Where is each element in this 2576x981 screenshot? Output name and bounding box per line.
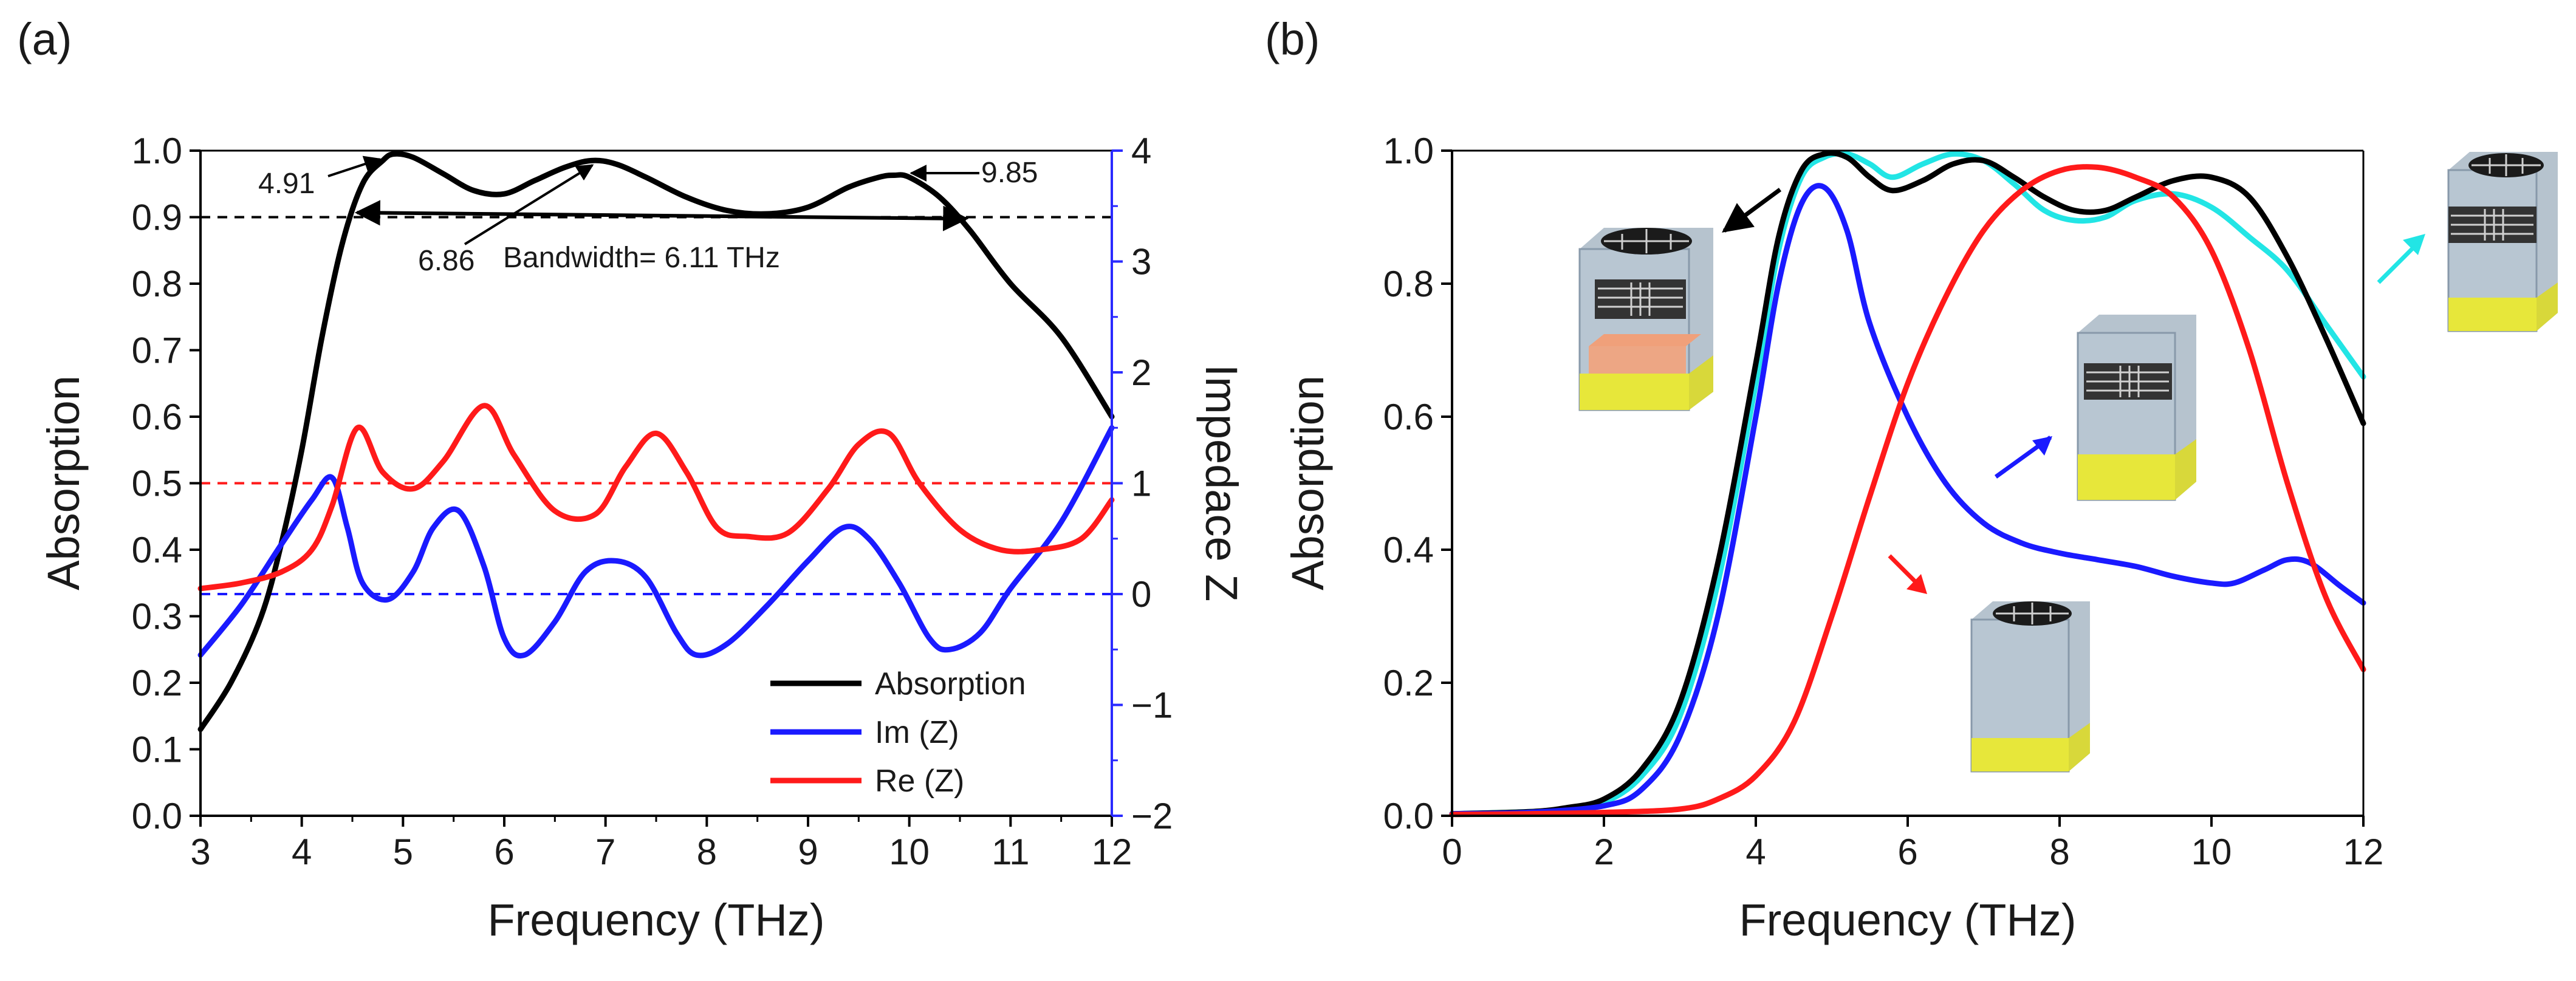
panel-b-y-tick-label-0: 0.0 <box>1383 796 1434 836</box>
panel-a-y-tick-label-4: 0.4 <box>132 530 182 570</box>
panel-a-y2-tick-label-0: −2 <box>1131 796 1173 836</box>
legend-label-im-z: Im (Z) <box>875 715 959 750</box>
panel-a-series-1 <box>197 425 1115 659</box>
unit-cell-ring-illustration <box>1970 601 2090 773</box>
panel-a-y-tick-label-5: 0.5 <box>132 463 182 504</box>
unit-cell-ring-grating-illustration <box>2077 315 2196 501</box>
panel-b-x-tick-label-6: 12 <box>2343 832 2384 872</box>
panel-a-y-tick-label-7: 0.7 <box>132 330 182 371</box>
panel-a-x-tick-label-0: 3 <box>190 832 210 872</box>
panel-b-x-tick-label-0: 0 <box>1442 832 1462 872</box>
panel-b-y-label: Absorption <box>1283 375 1333 590</box>
panel-b-y-tick-label-5: 1.0 <box>1383 131 1434 171</box>
bandwidth-arrow <box>354 200 969 231</box>
panel-b-y-tick-label-2: 0.4 <box>1383 530 1434 570</box>
panel-a-y2-tick-label-5: 3 <box>1131 242 1151 282</box>
panel-a-x-tick-label-8: 11 <box>992 832 1029 872</box>
panel-a-y2-tick-label-6: 4 <box>1131 131 1151 171</box>
panel-a-series-0 <box>197 151 1115 733</box>
panel-b-x-tick-label-3: 6 <box>1897 832 1917 872</box>
panel-b-x-tick-label-4: 8 <box>2049 832 2069 872</box>
panel-a-x-tick-label-3: 6 <box>494 832 514 872</box>
panel-a-y2-tick-label-2: 0 <box>1131 574 1151 615</box>
panel-b-series-0 <box>1449 151 2366 817</box>
panel-a-label: (a) <box>17 14 72 64</box>
panel-a-x-tick-label-4: 7 <box>595 832 615 872</box>
panel-b-label: (b) <box>1265 14 1320 64</box>
panel-a-y-tick-label-9: 0.9 <box>132 197 182 238</box>
panel-a-y2-tick-label-3: 1 <box>1131 463 1151 504</box>
panel-a-series-2 <box>197 403 1115 592</box>
panel-b-x-tick-label-2: 4 <box>1745 832 1766 872</box>
unit-cell-grating-illustration <box>2447 152 2558 332</box>
panel-a-x-tick-label-9: 12 <box>1092 832 1132 872</box>
panel-b-y-tick-label-4: 0.8 <box>1383 264 1434 304</box>
annotation-9-85: 9.85 <box>981 157 1038 189</box>
arrow-red-head <box>1906 574 1927 594</box>
panel-b-x-tick-label-1: 2 <box>1594 832 1614 872</box>
panel-a-y-tick-label-3: 0.3 <box>132 596 182 637</box>
unit-cell-full-illustration <box>1578 228 1713 411</box>
panel-a-x-tick-label-7: 10 <box>889 832 930 872</box>
panel-a-x-label: Frequency (THz) <box>487 895 824 945</box>
panel-b: (b) 0 2 4 6 8 10 12 0.0 0.2 0.4 0.6 0.8 1.0 Frequenc… <box>1265 14 2558 945</box>
panel-a-y-tick-label-6: 0.6 <box>132 397 182 437</box>
panel-a-y2-tick-label-4: 2 <box>1131 352 1151 393</box>
panel-a-x-tick-label-5: 8 <box>697 832 717 872</box>
annotation-6-86-arrow <box>464 164 594 245</box>
panel-b-x-tick-label-5: 10 <box>2191 832 2232 872</box>
panel-b-x-label: Frequency (THz) <box>1739 895 2076 945</box>
panel-a: (a) 3 4 5 6 7 8 9 10 11 120.00.10.20.30.40.50.60.… <box>17 14 1247 945</box>
panel-a-y-tick-label-8: 0.8 <box>132 264 182 304</box>
arrow-blue-head <box>2032 436 2052 456</box>
panel-a-x-tick-label-1: 4 <box>292 832 312 872</box>
bandwidth-label: Bandwidth= 6.11 THz <box>503 242 780 274</box>
panel-a-x-tick-label-6: 9 <box>798 832 818 872</box>
panel-a-y-label: Absorption <box>38 375 89 590</box>
panel-a-ticks: 3 4 5 6 7 8 9 10 11 120.00.10.20.30.40.50.60.70.8… <box>132 131 1173 872</box>
panel-a-series <box>197 151 1115 733</box>
panel-b-series-2 <box>1449 183 2366 817</box>
arrow-black-illustration <box>1722 188 1782 233</box>
panel-b-series-3 <box>1449 164 2366 818</box>
arrow-cyan-head <box>2403 234 2425 255</box>
annotation-4-91-arrow <box>327 156 382 177</box>
panel-a-legend: Absorption Im (Z) Re (Z) <box>770 666 1026 799</box>
panel-a-y-tick-label-0: 0.0 <box>132 796 182 836</box>
panel-a-y-tick-label-10: 1.0 <box>132 131 182 171</box>
panel-b-ticks: 0 2 4 6 8 10 12 0.0 0.2 0.4 0.6 0.8 1.0 <box>1383 131 2384 872</box>
panel-a-y2-tick-label-1: −1 <box>1131 685 1173 726</box>
panel-a-y2-label: Impedace Z <box>1196 364 1247 602</box>
annotation-4-91: 4.91 <box>258 168 315 200</box>
legend-label-re-z: Re (Z) <box>875 764 964 799</box>
panel-a-y-tick-label-1: 0.1 <box>132 730 182 770</box>
panel-a-y-tick-label-2: 0.2 <box>132 663 182 703</box>
panel-b-y-tick-label-1: 0.2 <box>1383 663 1434 703</box>
panel-b-series <box>1449 150 2366 818</box>
legend-label-absorption: Absorption <box>875 666 1026 702</box>
panel-a-x-tick-label-2: 5 <box>393 832 413 872</box>
panel-b-series-1 <box>1449 150 2366 817</box>
annotation-6-86: 6.86 <box>418 245 474 277</box>
panel-b-y-tick-label-3: 0.6 <box>1383 397 1434 437</box>
